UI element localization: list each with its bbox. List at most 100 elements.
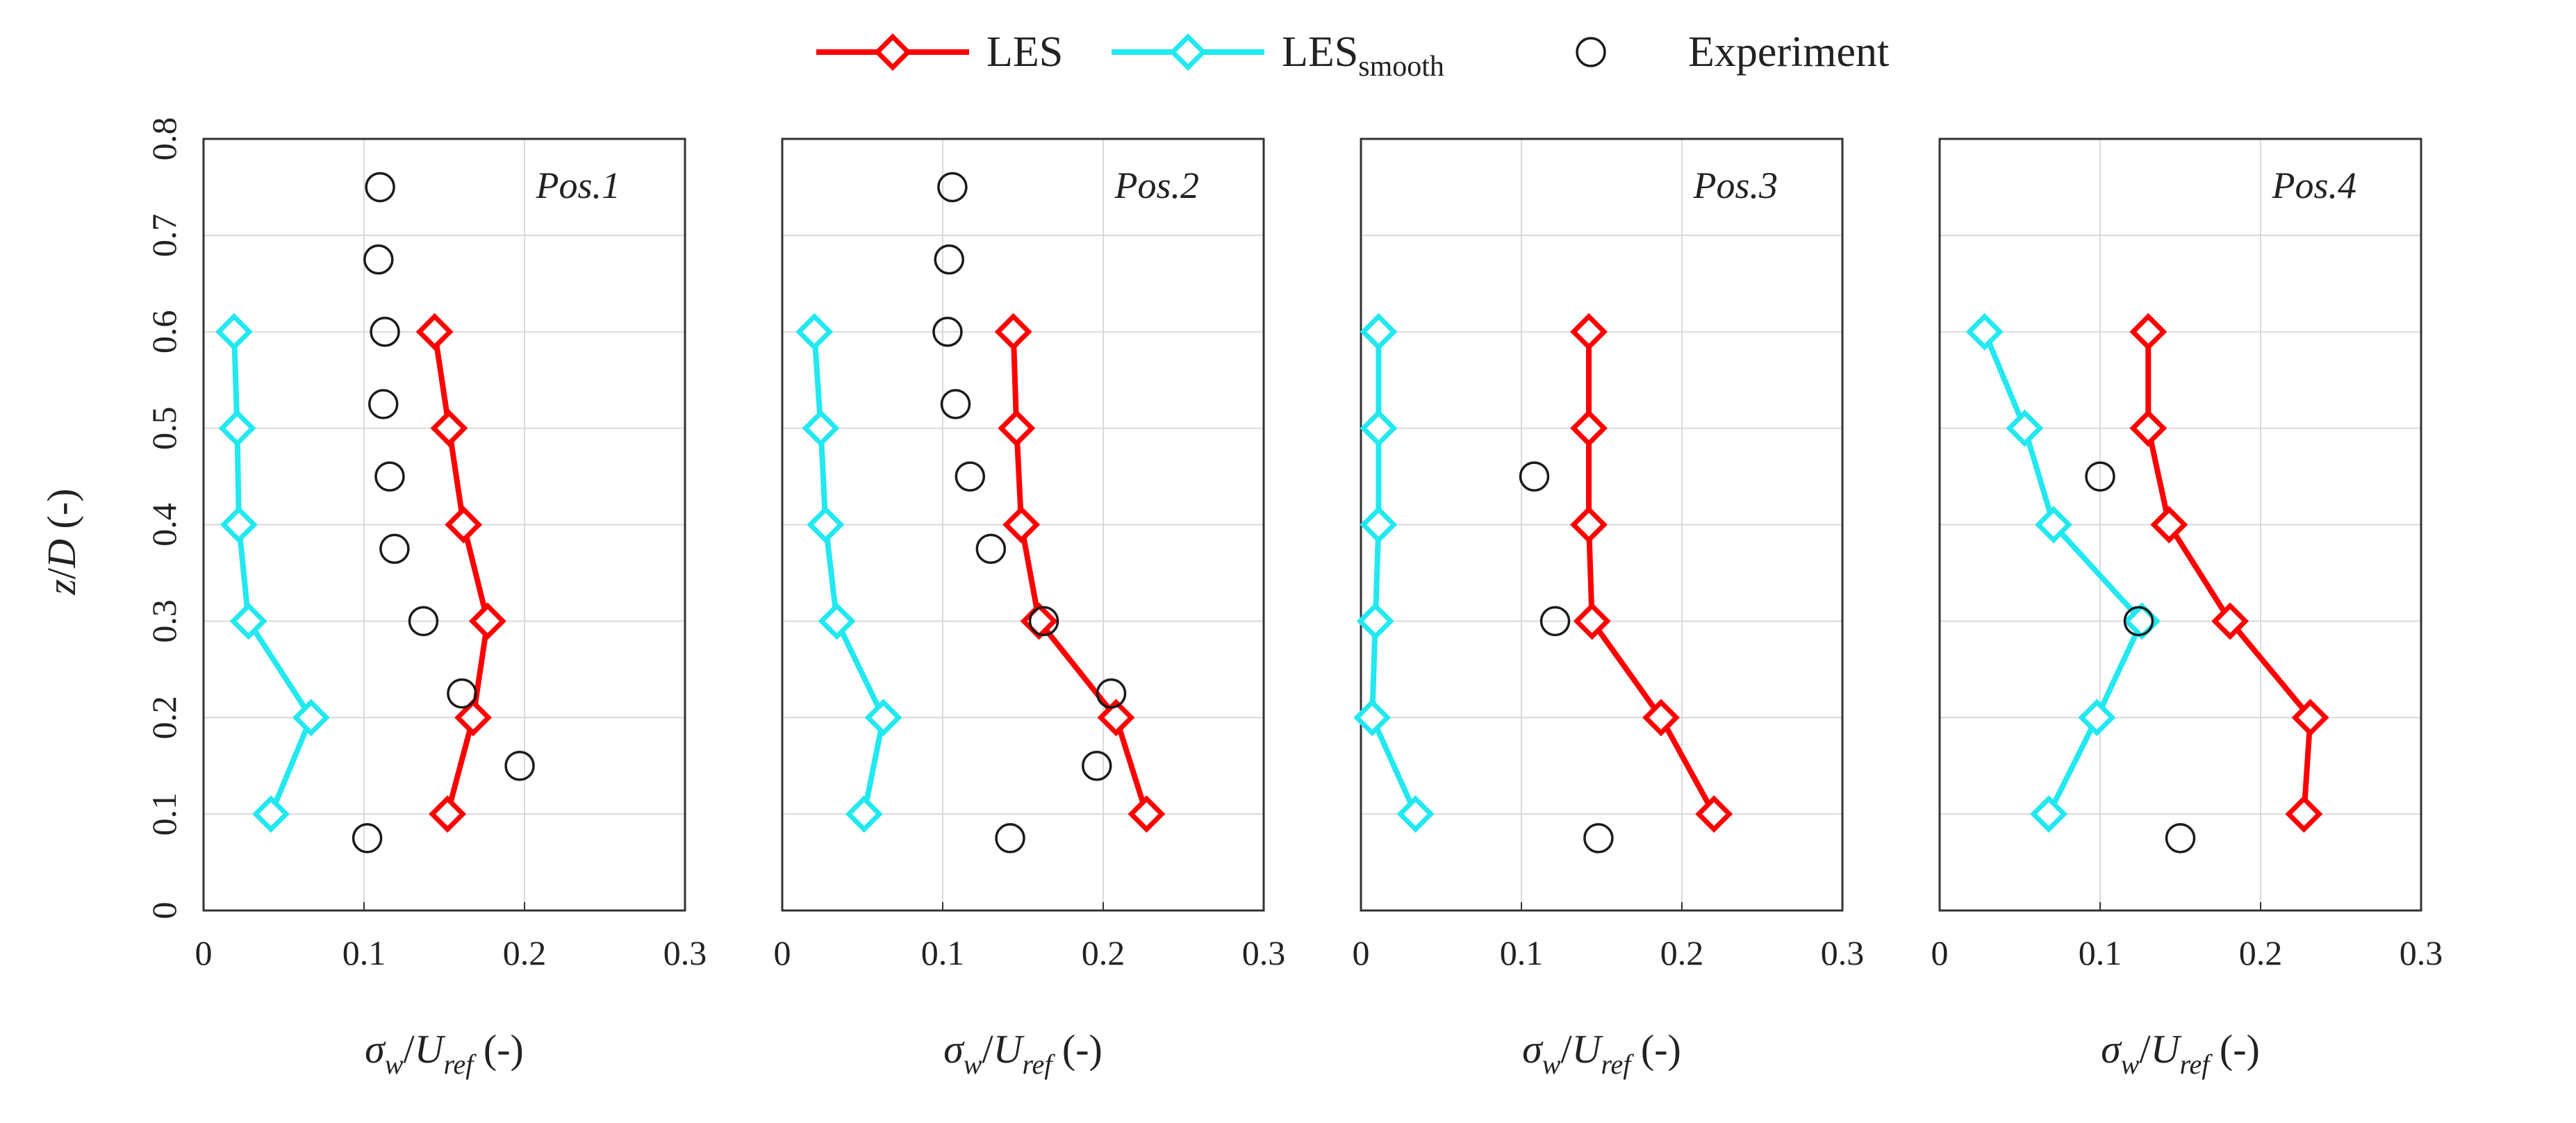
series-les_smooth xyxy=(215,313,330,833)
les-line xyxy=(1010,331,1150,815)
experiment-point xyxy=(1096,678,1127,709)
les-point xyxy=(1097,699,1135,737)
experiment-point xyxy=(1583,823,1614,854)
series-exp xyxy=(1519,461,1614,854)
les_smooth-point xyxy=(2035,506,2072,544)
experiment-point xyxy=(363,244,394,275)
series-les xyxy=(2129,313,2329,833)
les-point xyxy=(1570,409,1608,447)
x-tick-label: 0.3 xyxy=(663,933,707,972)
x-tick-label: 0 xyxy=(1931,933,1949,972)
experiment-point xyxy=(368,389,399,419)
les-point xyxy=(2150,506,2188,544)
les-point xyxy=(1570,506,1608,544)
les-point xyxy=(1002,506,1041,544)
les_smooth-point xyxy=(2078,699,2116,737)
experiment-point xyxy=(1539,606,1571,637)
les-point xyxy=(454,699,493,737)
les_smooth-point xyxy=(818,602,856,640)
experiment-point xyxy=(408,606,439,637)
y-tick-label: 0.2 xyxy=(145,696,183,740)
les_smooth-point xyxy=(2030,795,2068,833)
les_smooth-point xyxy=(292,699,330,737)
x-tick-label: 0.3 xyxy=(1242,933,1286,972)
x-tick-label: 0.2 xyxy=(2239,933,2283,972)
les_smooth-point xyxy=(1396,795,1435,833)
experiment-point xyxy=(370,317,400,347)
legend-diamond-marker xyxy=(1169,33,1207,71)
x-tick-label: 0.2 xyxy=(1660,933,1704,972)
y-tick-label: 0.4 xyxy=(145,503,183,547)
les-point xyxy=(1128,795,1166,833)
x-tick-label: 0.3 xyxy=(2400,933,2443,972)
les-point xyxy=(429,795,467,833)
les_smooth-point xyxy=(2006,409,2044,447)
les_smooth-line xyxy=(811,331,886,815)
series-les xyxy=(1570,313,1733,833)
les_smooth-line xyxy=(231,331,314,815)
experiment-point xyxy=(374,461,405,492)
experiment-point xyxy=(447,678,477,709)
series-les xyxy=(415,313,506,833)
experiment-point xyxy=(2085,461,2115,492)
x-axis-labels: σw/Uref (-) σw/Uref (-) σw/Uref (-) σw/Uref… xyxy=(365,1026,2260,1080)
legend-entry-les_smooth: LESsmooth xyxy=(1112,28,1444,83)
les-point xyxy=(1695,795,1733,833)
y-tick-label: 0.1 xyxy=(145,792,183,836)
experiment-point xyxy=(1082,750,1112,781)
x-tick-label: 0.3 xyxy=(1821,933,1865,972)
les-point xyxy=(430,409,468,447)
x-tick-label: 0 xyxy=(195,933,213,972)
series-exp xyxy=(352,172,535,854)
les_smooth-point xyxy=(864,699,902,737)
legend-entry-exp: Experiment xyxy=(1576,28,1889,76)
panel-title: Pos.2 xyxy=(1114,165,1200,206)
les_smooth-point xyxy=(1353,699,1392,737)
les-point xyxy=(2211,602,2249,640)
les_smooth-point xyxy=(229,602,267,640)
panels: 0 0.1 0.2 0.3 0 0.1 0.2 0.3 0.4 0.5 0.6 0.7 0.8 Pos.1… xyxy=(145,117,2443,972)
experiment-point xyxy=(932,317,963,347)
legend-circle-marker xyxy=(1576,37,1606,67)
experiment-point xyxy=(1519,461,1550,492)
les_smooth-point xyxy=(795,313,834,351)
legend-label: Experiment xyxy=(1688,28,1889,76)
les-point xyxy=(1642,699,1680,737)
experiment-point xyxy=(995,823,1025,854)
panel-title: Pos.3 xyxy=(1693,165,1778,206)
les_smooth-point xyxy=(1965,313,2004,351)
experiment-point xyxy=(1028,606,1059,637)
x-axis-label: σw/Uref (-) xyxy=(943,1026,1103,1080)
x-tick-label: 0 xyxy=(1353,933,1370,972)
les-point xyxy=(1570,313,1608,351)
legend-label: LES xyxy=(986,28,1063,76)
les-point xyxy=(1573,602,1611,640)
series-exp xyxy=(932,172,1127,854)
les_smooth-point xyxy=(807,506,845,544)
x-tick-label: 0.1 xyxy=(2079,933,2122,972)
panel-1: 0 0.1 0.2 0.3 0 0.1 0.2 0.3 0.4 0.5 0.6 0.7 0.8 Pos.1 xyxy=(145,117,707,972)
les-point xyxy=(445,506,483,544)
les_smooth-point xyxy=(215,313,253,351)
x-axis-label: σw/Uref (-) xyxy=(2101,1026,2260,1080)
series-les xyxy=(994,313,1166,833)
panel-3: 0 0.1 0.2 0.3 Pos.3 xyxy=(1353,138,1865,972)
les_smooth-point xyxy=(218,409,256,447)
les_smooth-point xyxy=(1356,602,1394,640)
les_smooth-point xyxy=(1360,313,1398,351)
les-point xyxy=(2129,313,2168,351)
les-line xyxy=(1586,331,1717,816)
y-tick-label: 0.5 xyxy=(145,406,183,450)
x-axis-label: σw/Uref (-) xyxy=(1522,1026,1681,1080)
x-tick-label: 0.1 xyxy=(921,933,965,972)
les_smooth-point xyxy=(220,506,258,544)
legend-diamond-marker xyxy=(874,33,911,71)
les_smooth-point xyxy=(802,409,840,447)
y-axis-label: z/D (-) xyxy=(39,488,84,595)
experiment-point xyxy=(955,461,986,492)
x-tick-label: 0 xyxy=(774,933,791,972)
les-line xyxy=(431,331,490,815)
panel-title: Pos.4 xyxy=(2272,165,2357,206)
experiment-point xyxy=(504,750,535,781)
